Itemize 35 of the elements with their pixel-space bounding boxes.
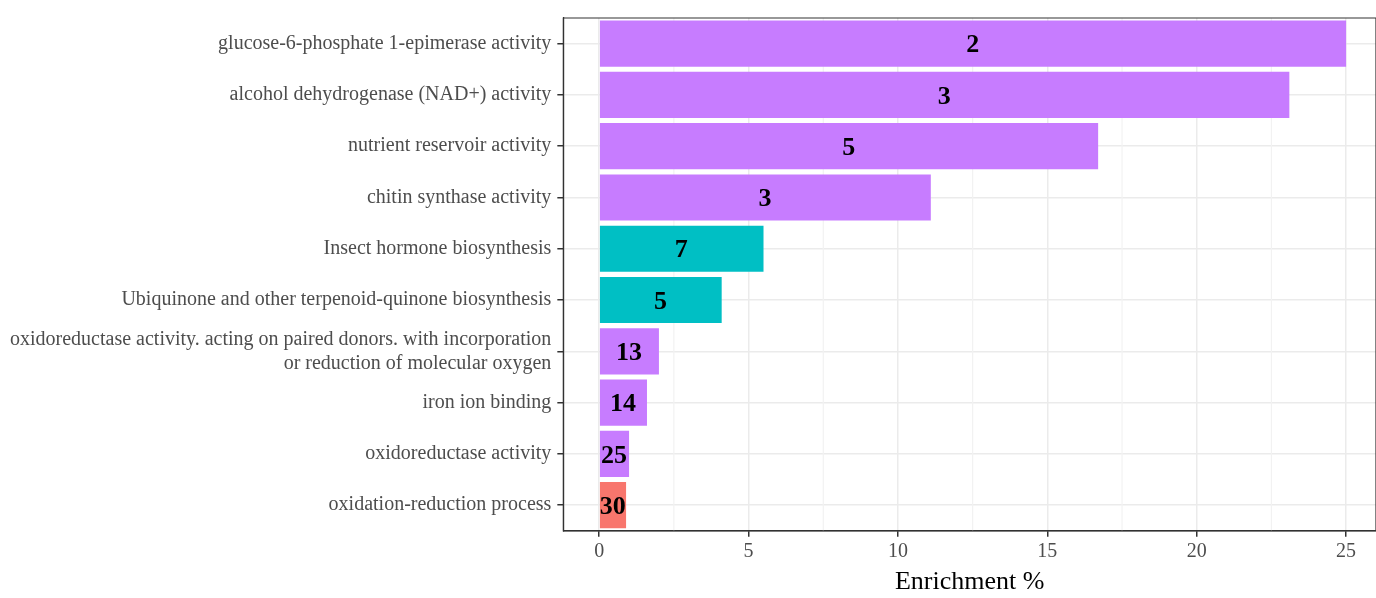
bar xyxy=(599,379,647,426)
bar xyxy=(599,174,931,221)
annotation: 3 xyxy=(937,80,951,110)
y-tick-label: oxidoreductase activity. acting on paired donors. with incorporation or reduction of molecular oxygen xyxy=(10,326,552,374)
annotation: 13 xyxy=(616,337,643,367)
y-tick-label: oxidation-reduction process xyxy=(328,492,552,516)
y-tick-label: oxidoreductase activity xyxy=(365,441,552,465)
y-tick-label: glucose-6-phosphate 1-epimerase activity xyxy=(218,30,552,54)
bar xyxy=(599,225,764,272)
bar xyxy=(599,328,659,375)
x-tick-label: 5 xyxy=(743,539,754,562)
bar xyxy=(599,276,722,324)
x-tick-label: 20 xyxy=(1186,539,1207,562)
y-tick-label: chitin synthase activity xyxy=(366,184,552,208)
y-tick-label: Insect hormone biosynthesis xyxy=(323,236,552,260)
x-tick-label: 25 xyxy=(1336,539,1357,562)
x-tick-label: 0 xyxy=(594,539,605,562)
y-tick-label: alcohol dehydrogenase (NAD+) activity xyxy=(229,82,552,106)
x-tick-label: 10 xyxy=(887,539,908,562)
annotation: 5 xyxy=(842,131,856,161)
x-tick-label: 15 xyxy=(1037,539,1058,562)
y-tick-label: iron ion binding xyxy=(422,389,552,413)
annotation: 3 xyxy=(758,183,772,213)
x-axis-title: Enrichment % xyxy=(894,566,1045,596)
annotation: 7 xyxy=(674,234,688,264)
annotation: 2 xyxy=(966,29,980,59)
annotation: 5 xyxy=(653,285,667,315)
annotation: 25 xyxy=(601,439,628,469)
bar xyxy=(599,20,1347,67)
annotation: 14 xyxy=(610,388,637,418)
bar xyxy=(599,71,1290,118)
y-tick-label: nutrient reservoir activity xyxy=(348,133,552,157)
annotation: 30 xyxy=(599,490,626,520)
y-tick-label: Ubiquinone and other terpenoid-quinone biosynthesis xyxy=(121,287,552,311)
bar xyxy=(599,123,1099,170)
